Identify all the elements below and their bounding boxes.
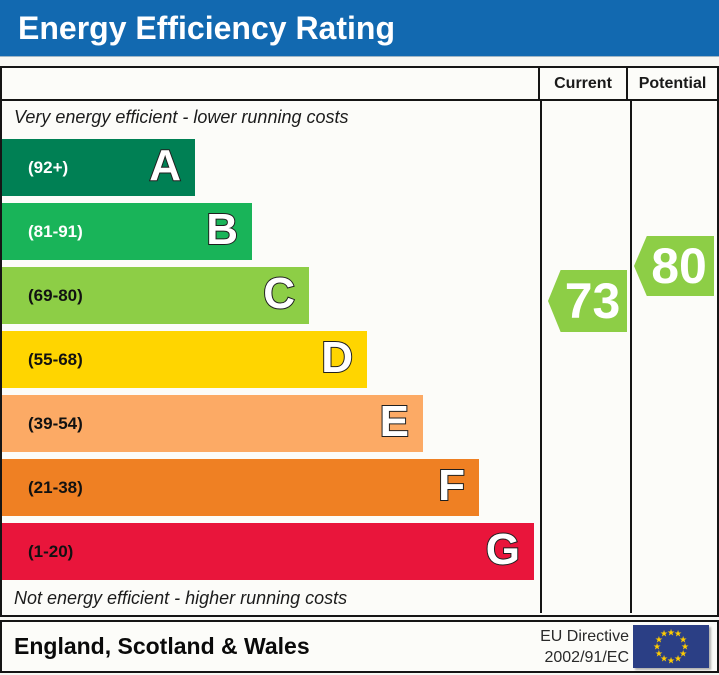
potential-rating-arrow: 80: [634, 236, 714, 296]
eu-flag-star: ★: [679, 648, 688, 658]
top-annotation: Very energy efficient - lower running co…: [14, 107, 349, 127]
eu-flag-star: ★: [666, 627, 676, 637]
band-b: (81-91) B: [2, 203, 252, 260]
header-cell-current: Current: [540, 68, 628, 99]
band-g-letter: G: [485, 524, 521, 574]
eu-flag-star: ★: [659, 653, 669, 664]
header-cell-empty: [2, 68, 540, 99]
title-bar: Energy Efficiency Rating: [0, 0, 719, 57]
band-e-letter: E: [379, 396, 410, 446]
eu-flag-icon: ★ ★ ★ ★ ★ ★ ★ ★ ★ ★ ★ ★: [633, 625, 709, 668]
band-c-range-label: (69-80): [28, 285, 83, 305]
eu-flag-star: ★: [679, 634, 688, 644]
band-e-range-label: (39-54): [28, 413, 83, 433]
band-e: (39-54) E: [2, 395, 423, 452]
eu-flag-star: ★: [652, 641, 662, 651]
band-chart-area: Very energy efficient - lower running co…: [2, 101, 542, 613]
region-label: England, Scotland & Wales: [14, 633, 310, 659]
band-a-letter: A: [148, 140, 182, 190]
current-rating-arrow: 73: [548, 270, 627, 332]
band-a: (92+) A: [2, 139, 195, 196]
band-c-letter: C: [262, 268, 296, 318]
band-d-letter: D: [320, 332, 354, 382]
eu-flag-star: ★: [680, 641, 690, 651]
band-f: (21-38) F: [2, 459, 479, 516]
band-a-range-label: (92+): [28, 157, 69, 177]
eu-flag-star: ★: [666, 655, 676, 665]
band-b-letter: B: [205, 204, 239, 254]
band-g-range-label: (1-20): [28, 541, 74, 561]
table-header-row: Current Potential: [2, 68, 717, 101]
eu-flag-star: ★: [673, 628, 683, 639]
page-title: Energy Efficiency Rating: [18, 9, 395, 46]
band-d-range-label: (55-68): [28, 349, 83, 369]
eu-directive-line2: 2002/91/EC: [544, 649, 629, 666]
band-f-range-label: (21-38): [28, 477, 83, 497]
band-g: (1-20) G: [2, 523, 534, 580]
eu-flag-star: ★: [654, 634, 663, 644]
current-rating-value: 73: [564, 273, 621, 329]
footer-bar: England, Scotland & Wales EU Directive 2…: [0, 620, 719, 673]
current-column: 73: [542, 101, 632, 613]
band-d: (55-68) D: [2, 331, 367, 388]
potential-column: 80: [632, 101, 717, 613]
eu-flag-star: ★: [654, 648, 663, 658]
band-f-letter: F: [437, 460, 466, 510]
potential-rating-value: 80: [651, 238, 707, 294]
eu-directive-label: EU Directive 2002/91/EC: [540, 626, 629, 668]
table-body: Very energy efficient - lower running co…: [2, 101, 717, 613]
eu-flag-star: ★: [659, 628, 669, 639]
bottom-annotation: Not energy efficient - higher running co…: [14, 588, 348, 608]
header-cell-potential: Potential: [638, 74, 707, 92]
rating-table: Current Potential Very energy efficient …: [0, 66, 719, 617]
band-c: (69-80) C: [2, 267, 309, 324]
eu-flag-star: ★: [673, 653, 683, 664]
band-b-range-label: (81-91): [28, 221, 83, 241]
eu-directive-line1: EU Directive: [540, 628, 629, 645]
